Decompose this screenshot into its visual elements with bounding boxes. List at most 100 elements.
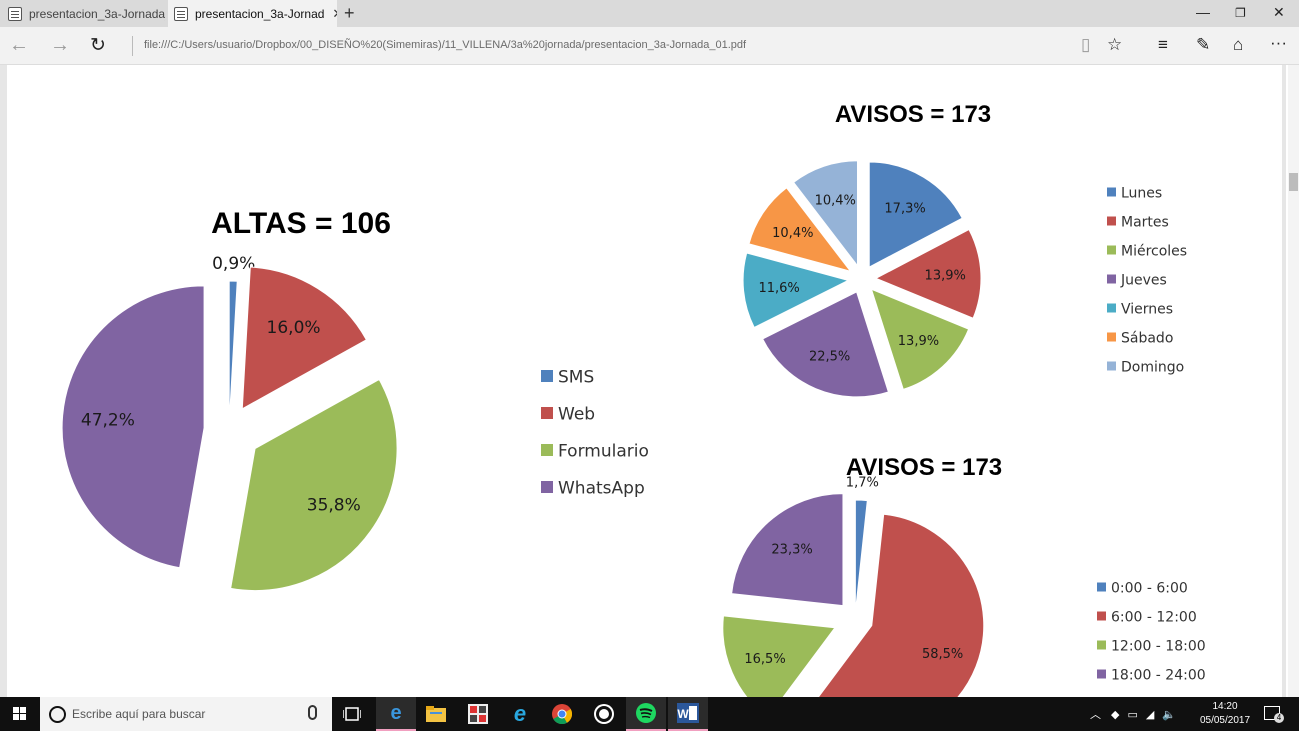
favorite-star-icon[interactable]: ☆ xyxy=(1107,35,1123,54)
tab-bar: presentacion_3a-Jornada_01 presentacion_… xyxy=(0,0,1299,27)
pie-data-label-jueves: 22,5% xyxy=(809,349,850,364)
legend-swatch-viernes xyxy=(1107,303,1116,313)
taskbar-chrome[interactable] xyxy=(542,697,582,731)
share-icon[interactable]: ⌂ xyxy=(1233,35,1244,54)
word-icon: W xyxy=(677,703,699,723)
task-view-icon xyxy=(343,707,361,721)
chart-avisos-horas-title: AVISOS = 173 xyxy=(846,454,1002,481)
close-window-icon[interactable]: ✕ xyxy=(1273,4,1285,20)
back-arrow-icon[interactable]: ← xyxy=(9,34,29,56)
taskbar-app-grid[interactable] xyxy=(458,697,498,731)
cortana-icon xyxy=(49,705,66,723)
pie-slice-lunes xyxy=(868,161,963,268)
chart-altas-legend: SMS Web Formulario WhatsApp xyxy=(541,368,649,499)
legend-swatch-12-00-18-00 xyxy=(1097,640,1106,650)
chart-avisos-dias-title: AVISOS = 173 xyxy=(835,101,991,128)
pie-slice-12-00-18-00 xyxy=(722,615,836,697)
taskbar-spotify[interactable] xyxy=(626,697,666,731)
pie-data-label-6-00-12-00: 58,5% xyxy=(922,647,963,662)
task-view-button[interactable] xyxy=(332,697,372,731)
show-hidden-icons-icon[interactable]: ︿ xyxy=(1090,709,1101,721)
pie-slice-6-00-12-00 xyxy=(817,513,985,697)
restore-icon[interactable]: ❐ xyxy=(1235,6,1246,20)
taskbar-word[interactable]: W xyxy=(668,697,708,731)
vertical-scrollbar[interactable] xyxy=(1288,65,1299,697)
pie-slice-martes xyxy=(874,228,982,319)
network-icon[interactable]: ◢ xyxy=(1145,708,1155,721)
pie-data-label-martes: 13,9% xyxy=(925,269,966,284)
address-bar: ← → ↻ file:///C:/Users/usuario/Dropbox/0… xyxy=(0,27,1299,65)
close-tab-icon[interactable]: ✕ xyxy=(332,6,337,22)
pie-data-label-domingo: 10,4% xyxy=(815,194,856,209)
tab-pdf-1[interactable]: presentacion_3a-Jornada_01 xyxy=(4,0,165,27)
web-note-icon[interactable]: ✎ xyxy=(1196,35,1211,54)
pie-data-label-sabado: 10,4% xyxy=(772,226,813,241)
legend-label-web: Web xyxy=(558,405,595,425)
reading-view-icon[interactable]: ▯ xyxy=(1081,35,1091,54)
new-tab-button[interactable]: + xyxy=(344,3,355,23)
chart-avisos-dias-legend: Lunes Martes Miércoles Jueves Viernes Sábado D… xyxy=(1107,186,1187,376)
search-placeholder: Escribe aquí para buscar xyxy=(72,707,206,721)
battery-icon[interactable]: ▭ xyxy=(1127,708,1138,721)
app-grid-icon xyxy=(468,704,488,724)
forward-arrow-icon[interactable]: → xyxy=(50,34,70,56)
taskbar-edge[interactable]: e xyxy=(376,697,416,731)
microphone-icon[interactable] xyxy=(308,705,317,720)
scrollbar-thumb[interactable] xyxy=(1289,173,1298,191)
pie-slice-web xyxy=(241,266,368,410)
legend-label-miercoles: Miércoles xyxy=(1121,244,1187,260)
pie-data-label-whatsapp: 47,2% xyxy=(81,410,135,430)
chart-altas-title: ALTAS = 106 xyxy=(211,207,391,240)
pie-data-label-formulario: 35,8% xyxy=(307,495,361,515)
tab-label: presentacion_3a-Jornada_01 xyxy=(29,6,165,21)
pie-slice-formulario xyxy=(230,378,398,591)
edge-icon: e xyxy=(390,701,402,724)
legend-label-lunes: Lunes xyxy=(1121,186,1162,202)
notification-count: 4 xyxy=(1274,713,1284,723)
pie-slice-sabado xyxy=(748,187,852,273)
start-button[interactable] xyxy=(0,697,40,731)
taskbar-whatsapp[interactable] xyxy=(584,697,624,731)
taskbar-file-explorer[interactable] xyxy=(416,697,456,731)
chart-avisos-dias-pie: 17,3% 13,9% 13,9% 22,5% 11,6% 10,4% 10,4% xyxy=(742,160,982,398)
hub-icon[interactable]: ≡ xyxy=(1158,35,1168,54)
pie-slice-viernes xyxy=(742,252,850,329)
legend-swatch-web xyxy=(541,407,553,419)
legend-swatch-miercoles xyxy=(1107,245,1116,255)
refresh-icon[interactable]: ↻ xyxy=(90,35,106,56)
pie-slice-0-00-6-00 xyxy=(854,499,868,613)
legend-label-sms: SMS xyxy=(558,368,594,388)
url-field[interactable]: file:///C:/Users/usuario/Dropbox/00_DISE… xyxy=(144,39,747,51)
legend-label-domingo: Domingo xyxy=(1121,360,1184,376)
legend-swatch-martes xyxy=(1107,216,1116,226)
legend-swatch-18-00-24-00 xyxy=(1097,669,1106,679)
action-center-icon[interactable]: 4 xyxy=(1264,706,1284,723)
legend-swatch-lunes xyxy=(1107,187,1116,197)
taskbar-search[interactable]: Escribe aquí para buscar xyxy=(40,697,332,731)
pie-slice-18-00-24-00 xyxy=(731,493,844,607)
dropbox-icon[interactable]: ◆ xyxy=(1111,708,1120,721)
more-options-icon[interactable]: ··· xyxy=(1270,33,1287,52)
taskbar-internet-explorer[interactable]: e xyxy=(500,697,540,731)
page-edge-right xyxy=(1282,65,1286,697)
pie-slice-miercoles xyxy=(870,288,970,390)
volume-icon[interactable]: 🔈 xyxy=(1162,708,1177,721)
legend-swatch-6-00-12-00 xyxy=(1097,611,1106,621)
pdf-file-icon xyxy=(8,6,22,21)
pie-slice-sms xyxy=(228,280,238,424)
legend-label-0-00-6-00: 0:00 - 6:00 xyxy=(1111,581,1188,597)
legend-label-viernes: Viernes xyxy=(1121,302,1173,318)
pie-data-label-web: 16,0% xyxy=(267,318,321,338)
legend-label-martes: Martes xyxy=(1121,215,1169,231)
pie-slice-domingo xyxy=(792,160,859,268)
legend-label-12-00-18-00: 12:00 - 18:00 xyxy=(1111,639,1206,655)
tab-pdf-2-active[interactable]: presentacion_3a-Jornad ✕ xyxy=(168,0,337,27)
legend-swatch-formulario xyxy=(541,444,553,456)
legend-label-6-00-12-00: 6:00 - 12:00 xyxy=(1111,610,1197,626)
minimize-icon[interactable]: — xyxy=(1196,4,1210,20)
pie-slice-jueves xyxy=(762,291,890,398)
legend-swatch-0-00-6-00 xyxy=(1097,582,1106,592)
taskbar-clock[interactable]: 14:20 05/05/2017 xyxy=(1196,700,1254,728)
pdf-file-icon xyxy=(174,6,188,21)
